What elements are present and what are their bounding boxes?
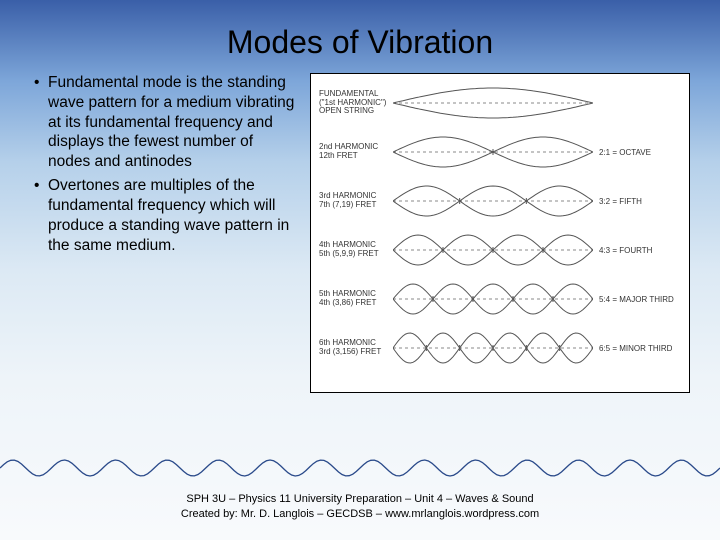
harmonic-wave [393,178,593,224]
ratio-label: 2:1 = OCTAVE [599,148,651,157]
harmonic-wave [393,227,593,273]
harmonic-wave [393,325,593,371]
footer-text: SPH 3U – Physics 11 University Preparati… [0,492,720,522]
harmonic-label: 4th HARMONIC5th (5,9,9) FRET [319,241,387,259]
harmonic-row: 6th HARMONIC3rd (3,156) FRET 6:5 = MINOR … [319,325,681,371]
harmonic-label: 5th HARMONIC4th (3,86) FRET [319,290,387,308]
footer-line: SPH 3U – Physics 11 University Preparati… [0,492,720,507]
bullet-column: Fundamental mode is the standing wave pa… [30,73,295,393]
content-area: Fundamental mode is the standing wave pa… [0,73,720,393]
ratio-label: 5:4 = MAJOR THIRD [599,295,674,304]
harmonic-row: 4th HARMONIC5th (5,9,9) FRET 4:3 = FOURTH [319,227,681,273]
ratio-label: 6:5 = MINOR THIRD [599,344,672,353]
ratio-label: 3:2 = FIFTH [599,197,642,206]
harmonic-row: 3rd HARMONIC7th (7,19) FRET 3:2 = FIFTH [319,178,681,224]
harmonic-label: FUNDAMENTAL("1st HARMONIC")OPEN STRING [319,90,387,116]
list-item: Fundamental mode is the standing wave pa… [30,73,295,172]
harmonic-wave [393,80,593,126]
harmonic-row: FUNDAMENTAL("1st HARMONIC")OPEN STRING [319,80,681,126]
footer-line: Created by: Mr. D. Langlois – GECDSB – w… [0,507,720,522]
harmonic-wave [393,129,593,175]
harmonics-diagram: FUNDAMENTAL("1st HARMONIC")OPEN STRING 2n… [310,73,690,393]
footer-wave [0,458,720,478]
bullet-list: Fundamental mode is the standing wave pa… [30,73,295,255]
page-title: Modes of Vibration [0,0,720,73]
ratio-label: 4:3 = FOURTH [599,246,652,255]
harmonic-label: 6th HARMONIC3rd (3,156) FRET [319,339,387,357]
list-item: Overtones are multiples of the fundament… [30,176,295,255]
harmonic-label: 2nd HARMONIC12th FRET [319,143,387,161]
harmonic-wave [393,276,593,322]
harmonic-row: 2nd HARMONIC12th FRET 2:1 = OCTAVE [319,129,681,175]
harmonic-row: 5th HARMONIC4th (3,86) FRET 5:4 = MAJOR T… [319,276,681,322]
harmonic-label: 3rd HARMONIC7th (7,19) FRET [319,192,387,210]
